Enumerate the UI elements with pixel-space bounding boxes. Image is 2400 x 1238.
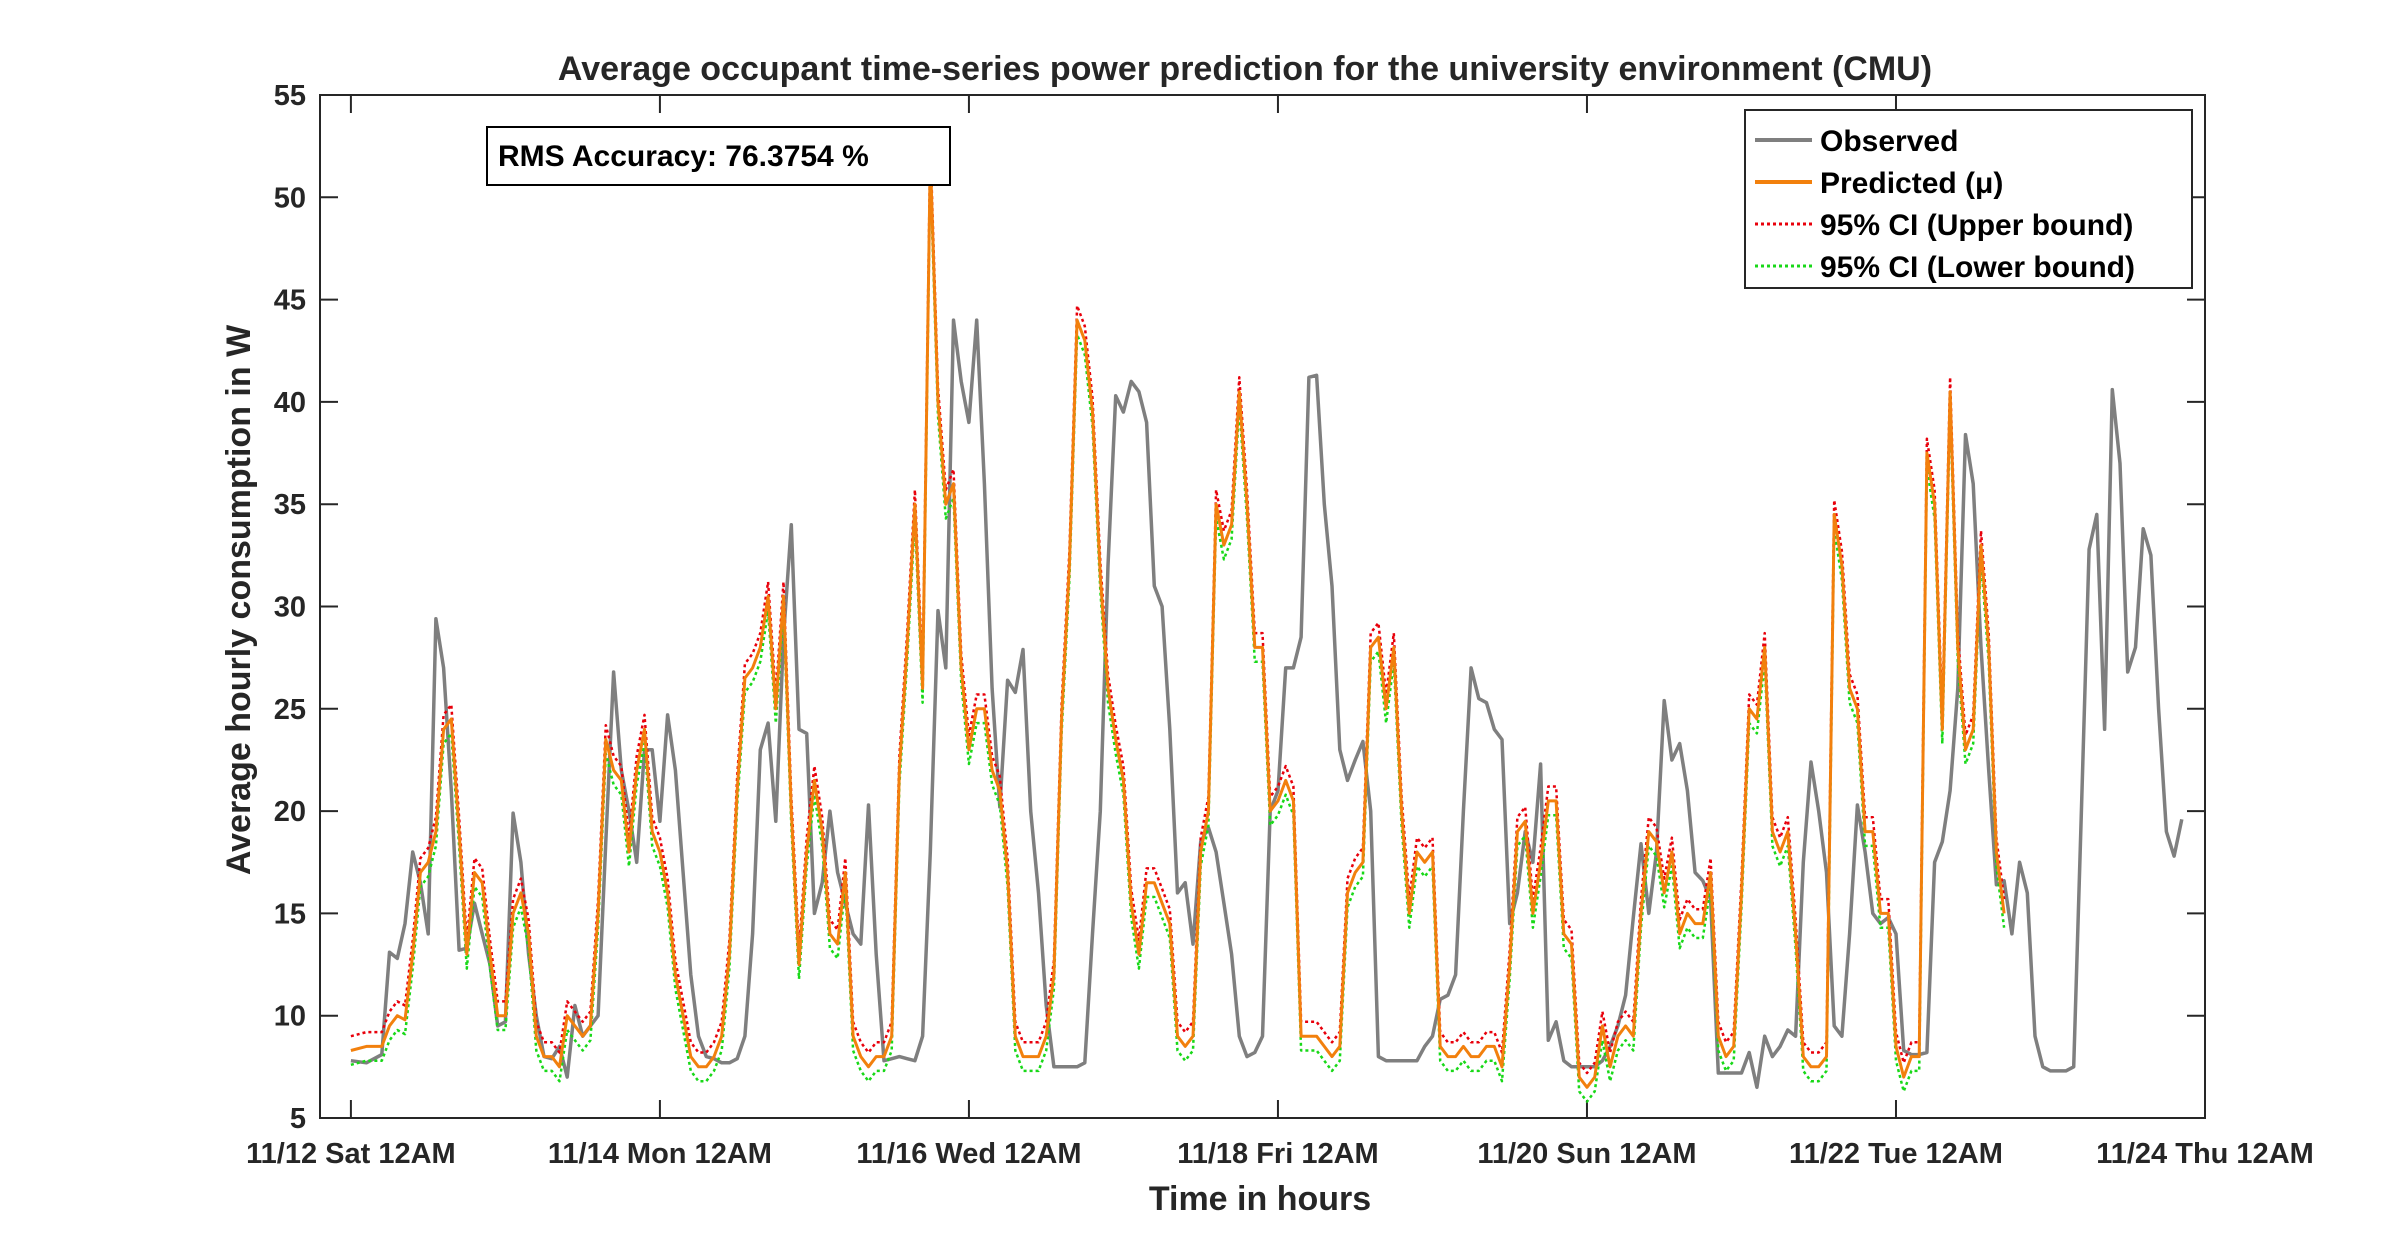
- x-tick-label: 11/22 Tue 12AM: [1789, 1138, 2003, 1170]
- chart-title: Average occupant time-series power predi…: [558, 50, 1932, 88]
- series-ci-upper: [350, 140, 2006, 1075]
- legend-box: [1744, 109, 2193, 289]
- y-tick-label: 15: [274, 898, 306, 930]
- series-layer: [350, 140, 2184, 1103]
- rms-annotation-box: [486, 126, 951, 186]
- y-tick-label: 25: [274, 694, 306, 726]
- y-tick-label: 5: [290, 1103, 306, 1135]
- rms-annotation: RMS Accuracy: 76.3754 %: [486, 126, 951, 186]
- x-tick-label: 11/16 Wed 12AM: [856, 1138, 1081, 1170]
- y-tick-label: 40: [274, 387, 306, 419]
- legend-label-upper: 95% CI (Upper bound): [1820, 209, 2133, 242]
- y-tick-label: 30: [274, 592, 306, 624]
- series-predicted: [350, 154, 2006, 1089]
- y-tick-label: 10: [274, 1001, 306, 1033]
- x-axis-label: Time in hours: [1149, 1180, 1371, 1218]
- y-tick-label: 20: [274, 796, 306, 828]
- y-axis: 5 10 15 20 25 30 35 40 45 50 55: [274, 80, 2205, 1135]
- legend-label-predicted: Predicted (μ): [1820, 167, 2003, 200]
- y-tick-label: 35: [274, 489, 306, 521]
- y-axis-label: Average hourly consumption in W: [220, 324, 258, 875]
- x-tick-label: 11/18 Fri 12AM: [1177, 1138, 1379, 1170]
- x-tick-label: 11/20 Sun 12AM: [1477, 1138, 1696, 1170]
- series-observed: [350, 318, 2184, 1090]
- rms-annotation-text: RMS Accuracy: 76.3754 %: [498, 140, 869, 173]
- y-tick-label: 45: [274, 285, 306, 317]
- x-tick-label: 11/12 Sat 12AM: [246, 1138, 456, 1170]
- y-tick-label: 50: [274, 182, 306, 214]
- legend: Observed Predicted (μ) 95% CI (Upper bou…: [1744, 109, 2193, 289]
- series-ci-lower: [350, 169, 2006, 1103]
- x-axis: 11/12 Sat 12AM 11/14 Mon 12AM 11/16 Wed 12…: [246, 95, 2314, 1170]
- legend-label-observed: Observed: [1820, 125, 1958, 158]
- y-tick-label: 55: [274, 80, 306, 112]
- legend-label-lower: 95% CI (Lower bound): [1820, 251, 2135, 284]
- x-tick-label: 11/14 Mon 12AM: [548, 1138, 772, 1170]
- x-tick-label: 11/24 Thu 12AM: [2096, 1138, 2314, 1170]
